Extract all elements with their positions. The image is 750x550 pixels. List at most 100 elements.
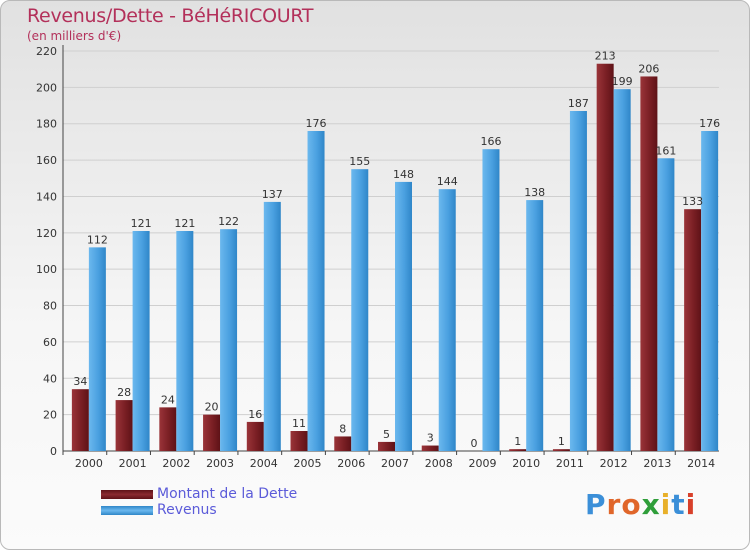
bar-revenue (351, 169, 369, 451)
bar-revenue (701, 131, 719, 451)
legend-swatch-debt (101, 490, 153, 499)
bar-revenue (307, 131, 325, 451)
x-tick-label: 2010 (512, 457, 540, 470)
x-tick-label: 2011 (556, 457, 584, 470)
bar-debt (246, 421, 264, 451)
data-label-debt: 8 (339, 422, 346, 435)
data-label-debt: 1 (558, 435, 565, 448)
data-label-revenue: 166 (480, 135, 501, 148)
y-tick-label: 80 (43, 300, 57, 313)
data-label-revenue: 122 (218, 215, 239, 228)
bar-debt (421, 445, 439, 451)
data-label-debt: 206 (638, 62, 659, 75)
logo-letter: o (621, 488, 642, 521)
y-tick-label: 120 (36, 227, 57, 240)
x-tick-label: 2003 (206, 457, 234, 470)
bar-revenue (176, 231, 194, 451)
x-tick-label: 2014 (687, 457, 715, 470)
bar-revenue (395, 181, 412, 451)
data-label-debt: 3 (427, 432, 434, 445)
data-label-revenue: 155 (349, 155, 370, 168)
x-tick-label: 2008 (425, 457, 453, 470)
data-label-debt: 20 (205, 401, 219, 414)
x-tick-label: 2002 (162, 457, 190, 470)
legend-label-revenue: Revenus (157, 502, 217, 518)
bar-revenue (132, 231, 150, 451)
bar-debt (596, 63, 614, 452)
data-label-revenue: 138 (524, 186, 545, 199)
bar-revenue (220, 229, 238, 451)
x-tick-label: 2004 (250, 457, 278, 470)
data-label-debt: 213 (595, 50, 616, 63)
bar-revenue (263, 201, 281, 451)
bar-debt (640, 76, 658, 452)
chart-title: Revenus/Dette - BéHéRICOURT (27, 5, 314, 27)
data-label-revenue: 137 (262, 188, 283, 201)
bar-debt (71, 389, 89, 451)
bar-revenue (438, 189, 456, 451)
logo-letter: x (641, 488, 661, 521)
bar-debt (203, 414, 221, 451)
data-label-revenue: 112 (87, 233, 108, 246)
bar-revenue (526, 200, 544, 451)
x-tick-label: 2006 (337, 457, 365, 470)
logo-letter: P (585, 488, 607, 521)
y-tick-label: 200 (36, 81, 57, 94)
y-tick-label: 0 (50, 445, 57, 458)
data-label-debt: 133 (682, 195, 703, 208)
bar-debt (552, 449, 570, 451)
data-label-revenue: 121 (174, 217, 195, 230)
data-label-revenue: 176 (699, 117, 720, 130)
bar-debt (115, 400, 133, 451)
data-label-revenue: 121 (131, 217, 152, 230)
y-tick-label: 60 (43, 336, 57, 349)
data-label-debt: 24 (161, 393, 175, 406)
data-label-debt: 16 (248, 408, 262, 421)
bar-debt (290, 431, 308, 451)
y-tick-label: 140 (36, 190, 57, 203)
bar-revenue (482, 149, 500, 451)
x-tick-label: 2012 (600, 457, 628, 470)
bar-debt (334, 436, 352, 451)
legend-label-debt: Montant de la Dette (157, 486, 298, 502)
data-label-debt: 11 (292, 417, 306, 430)
data-label-debt: 28 (117, 386, 131, 399)
y-tick-label: 220 (36, 45, 57, 58)
data-label-revenue: 176 (306, 117, 327, 130)
bar-debt (684, 209, 702, 451)
data-label-debt: 34 (73, 375, 87, 388)
x-tick-label: 2001 (119, 457, 147, 470)
data-label-debt: 1 (514, 435, 521, 448)
logo-letter: i (685, 488, 697, 521)
data-label-revenue: 199 (612, 75, 633, 88)
bar-revenue (657, 158, 675, 452)
logo-letter: r (606, 488, 622, 521)
x-tick-label: 2005 (294, 457, 322, 470)
x-tick-label: 2009 (468, 457, 496, 470)
bar-revenue (88, 247, 106, 451)
data-label-revenue: 144 (437, 175, 458, 188)
bar-revenue (613, 89, 631, 451)
bar-debt (378, 441, 395, 451)
bar-debt (159, 407, 177, 451)
logo-letter: t (671, 488, 686, 521)
y-tick-label: 160 (36, 154, 57, 167)
legend-swatch-revenue (101, 506, 153, 515)
x-tick-label: 2000 (75, 457, 103, 470)
x-tick-label: 2007 (381, 457, 409, 470)
data-label-revenue: 161 (655, 144, 676, 157)
y-tick-label: 180 (36, 118, 57, 131)
bar-revenue (569, 111, 587, 451)
data-label-debt: 5 (383, 428, 390, 441)
x-tick-label: 2013 (643, 457, 671, 470)
y-tick-label: 40 (43, 372, 57, 385)
y-tick-label: 100 (36, 263, 57, 276)
y-tick-label: 20 (43, 409, 57, 422)
data-label-revenue: 187 (568, 97, 589, 110)
data-label-revenue: 148 (393, 168, 414, 181)
proxiti-logo: Proxiti (585, 488, 696, 521)
chart-subtitle: (en milliers d'€) (27, 29, 122, 43)
data-label-debt: 0 (470, 437, 477, 450)
